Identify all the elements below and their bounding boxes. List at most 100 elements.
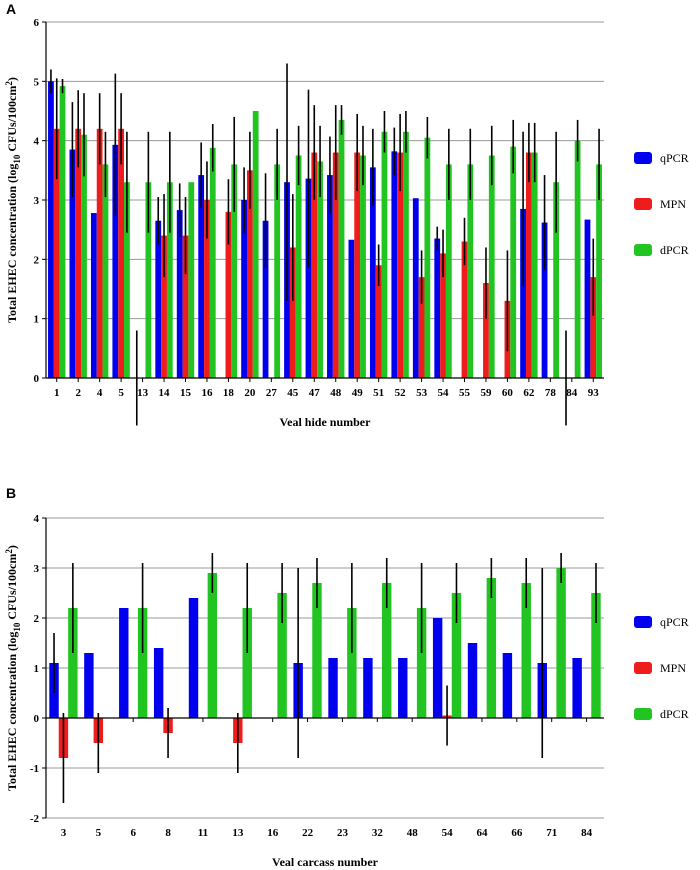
x-tick-label-2: 2 — [75, 387, 81, 399]
y-tick-label: 5 — [34, 76, 40, 88]
bar-qpcr-47 — [305, 178, 312, 378]
y-axis-title: Total EHEC concentration (log10 CFUs/100… — [4, 77, 22, 323]
bar-dpcr-49 — [360, 155, 366, 378]
legend-label-dpcr: dPCR — [660, 707, 689, 721]
bar-qpcr-32 — [363, 658, 373, 718]
legend-label-qpcr: qPCR — [660, 151, 689, 165]
x-tick-label-55: 55 — [459, 387, 471, 399]
y-tick-label: 4 — [34, 513, 40, 525]
bar-qpcr-54 — [432, 618, 443, 718]
x-tick-label-4: 4 — [97, 387, 103, 399]
x-tick-label-59: 59 — [480, 387, 492, 399]
x-tick-label-45: 45 — [287, 387, 299, 399]
x-tick-label-5: 5 — [96, 827, 102, 839]
legend-swatch-qpcr — [634, 152, 652, 164]
x-tick-label-15: 15 — [180, 387, 192, 399]
bar-dpcr-6 — [137, 608, 148, 718]
bar-dpcr-66 — [521, 583, 531, 718]
bar-dpcr-13 — [242, 608, 252, 718]
legend-label-qpcr: qPCR — [660, 615, 689, 629]
x-axis-title: Veal carcass number — [272, 855, 379, 869]
x-tick-label-62: 62 — [523, 387, 535, 399]
x-tick-label-71: 71 — [546, 827, 557, 839]
bar-mpn-16 — [204, 200, 210, 378]
x-tick-label-27: 27 — [266, 387, 278, 399]
x-tick-label-47: 47 — [309, 387, 321, 399]
x-tick-label-22: 22 — [302, 827, 314, 839]
bar-dpcr-2 — [81, 134, 87, 378]
legend-label-mpn: MPN — [660, 661, 686, 675]
x-tick-label-60: 60 — [502, 387, 514, 399]
legend-swatch-mpn — [634, 662, 652, 674]
x-tick-label-32: 32 — [372, 827, 384, 839]
bar-qpcr-2 — [69, 149, 76, 378]
bar-mpn-4 — [96, 128, 103, 378]
bar-dpcr-54 — [451, 593, 462, 718]
bar-qpcr-16 — [198, 175, 205, 378]
x-tick-label-3: 3 — [61, 827, 67, 839]
x-tick-label-54: 54 — [438, 387, 450, 399]
y-tick-label: 0 — [34, 713, 40, 725]
bar-mpn-59 — [483, 283, 489, 378]
bar-mpn-14 — [161, 235, 167, 378]
x-tick-label-51: 51 — [373, 387, 384, 399]
bar-qpcr-54 — [434, 238, 441, 378]
bar-dpcr-16 — [277, 593, 287, 718]
y-tick-label: 1 — [34, 663, 40, 675]
bar-qpcr-27 — [262, 220, 269, 378]
bar-mpn-2 — [75, 128, 82, 378]
bar-dpcr-84 — [591, 593, 601, 718]
x-tick-label-52: 52 — [395, 387, 407, 399]
legend-swatch-mpn — [634, 198, 652, 210]
bar-qpcr-5 — [112, 144, 119, 378]
bar-mpn-15 — [182, 235, 189, 378]
y-tick-label: 2 — [34, 254, 40, 266]
bar-dpcr-53 — [424, 137, 431, 378]
bar-qpcr-66 — [502, 653, 513, 718]
y-tick-label: 2 — [34, 613, 40, 625]
y-tick-label: 1 — [34, 314, 40, 326]
bar-mpn-51 — [375, 265, 382, 378]
x-tick-label-93: 93 — [588, 387, 600, 399]
bar-dpcr-5 — [124, 182, 130, 378]
bar-qpcr-64 — [467, 643, 478, 718]
bar-mpn-55 — [461, 241, 468, 378]
bar-dpcr-47 — [317, 161, 323, 378]
bar-mpn-54 — [440, 253, 446, 378]
bar-dpcr-20 — [252, 111, 259, 378]
x-tick-label-66: 66 — [511, 827, 523, 839]
bar-dpcr-22 — [312, 583, 322, 718]
bar-dpcr-27 — [274, 164, 281, 378]
bar-qpcr-93 — [584, 219, 591, 378]
bar-qpcr-49 — [348, 239, 355, 378]
x-tick-label-13: 13 — [232, 827, 244, 839]
x-tick-label-48: 48 — [330, 387, 342, 399]
bar-qpcr-84 — [572, 658, 582, 718]
bar-mpn-47 — [311, 152, 318, 378]
bar-qpcr-48 — [398, 658, 408, 718]
bar-dpcr-4 — [102, 164, 109, 378]
bar-mpn-49 — [354, 152, 361, 378]
bar-dpcr-93 — [596, 164, 602, 378]
bar-dpcr-11 — [207, 573, 218, 718]
bar-qpcr-23 — [328, 658, 338, 718]
bar-dpcr-23 — [347, 608, 357, 718]
bar-qpcr-6 — [119, 608, 129, 718]
y-axis-title: Total EHEC concentration (log10 CFUs/100… — [4, 545, 22, 791]
x-tick-label-84: 84 — [566, 387, 578, 399]
bar-qpcr-52 — [391, 151, 398, 378]
x-tick-label-14: 14 — [159, 387, 171, 399]
bar-dpcr-14 — [166, 182, 173, 378]
bar-qpcr-8 — [153, 648, 164, 718]
y-tick-label: 0 — [34, 373, 40, 385]
x-tick-label-13: 13 — [137, 387, 149, 399]
bar-mpn-62 — [525, 152, 532, 378]
legend: qPCR MPN dPCR — [634, 151, 689, 257]
bar-dpcr-32 — [382, 583, 392, 718]
x-tick-label-78: 78 — [545, 387, 557, 399]
legend-swatch-dpcr — [634, 244, 652, 256]
bar-mpn-48 — [332, 152, 339, 378]
bar-dpcr-13 — [145, 182, 152, 378]
